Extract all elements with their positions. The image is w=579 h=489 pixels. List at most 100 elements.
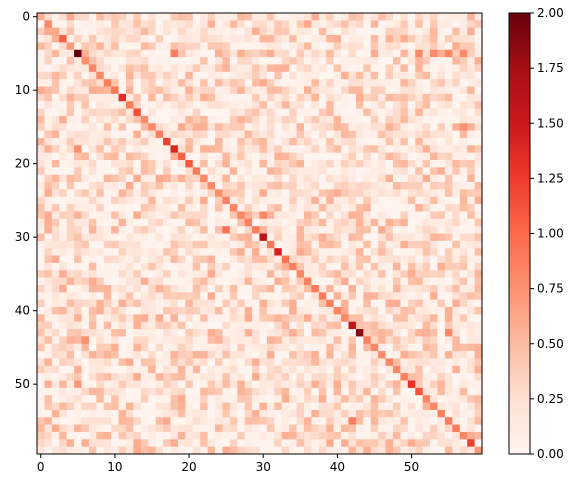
heatmap-cell [103, 101, 112, 109]
heatmap-cell [215, 380, 223, 389]
heatmap-cell [237, 35, 246, 43]
heatmap-cell [44, 431, 53, 440]
heatmap-cell [415, 343, 424, 352]
heatmap-cell [111, 167, 119, 176]
heatmap-cell [229, 248, 238, 256]
heatmap-cell [237, 167, 246, 176]
heatmap-cell [155, 130, 164, 139]
heatmap-cell [207, 365, 216, 374]
heatmap-cell [140, 79, 149, 87]
heatmap-cell [355, 167, 364, 176]
heatmap-cell [133, 277, 142, 286]
heatmap-cell [422, 343, 431, 352]
heatmap-cell [74, 336, 82, 345]
heatmap-cell [96, 93, 105, 102]
heatmap-cell [393, 35, 401, 43]
heatmap-cell [59, 145, 68, 154]
heatmap-cell [163, 86, 171, 95]
heatmap-cell [88, 255, 97, 264]
heatmap-cell [274, 358, 283, 367]
heatmap-cell [296, 233, 305, 242]
heatmap-cell [207, 27, 216, 36]
heatmap-cell [192, 329, 201, 337]
heatmap-cell [177, 307, 186, 315]
heatmap-cell [333, 115, 342, 124]
heatmap-cell [170, 71, 179, 80]
heatmap-cell [289, 57, 297, 65]
heatmap-cell [74, 395, 82, 403]
heatmap-cell [81, 277, 90, 286]
heatmap-cell [66, 182, 75, 190]
heatmap-cell [252, 218, 260, 227]
heatmap-cell [333, 42, 342, 51]
heatmap-cell [37, 395, 45, 403]
heatmap-cell [111, 365, 119, 374]
heatmap-cell [474, 321, 483, 330]
heatmap-cell [215, 204, 223, 212]
heatmap-cell [74, 218, 82, 227]
heatmap-cell [74, 211, 82, 220]
heatmap-cell [452, 307, 461, 315]
heatmap-cell [207, 211, 216, 220]
heatmap-cell [163, 160, 171, 168]
heatmap-cell [140, 93, 149, 102]
heatmap-cell [133, 248, 142, 256]
heatmap-cell [170, 20, 179, 29]
heatmap-cell [192, 86, 201, 95]
heatmap-cell [200, 145, 208, 154]
heatmap-cell [474, 402, 483, 411]
heatmap-cell [378, 160, 386, 168]
heatmap-cell [252, 211, 260, 220]
heatmap-cell [222, 284, 231, 293]
heatmap-cell [407, 336, 416, 345]
heatmap-cell [378, 27, 386, 36]
heatmap-cell [163, 255, 171, 264]
heatmap-cell [452, 35, 461, 43]
heatmap-cell [229, 351, 238, 359]
heatmap-cell [422, 160, 431, 168]
heatmap-cell [467, 255, 475, 264]
heatmap-cell [430, 387, 438, 396]
heatmap-cell [444, 115, 453, 124]
heatmap-cell [415, 93, 424, 102]
heatmap-cell [215, 409, 223, 418]
heatmap-cell [222, 130, 231, 139]
heatmap-cell [296, 365, 305, 374]
heatmap-cell [444, 395, 453, 403]
heatmap-cell [37, 307, 45, 315]
heatmap-cell [185, 182, 194, 190]
heatmap-cell [459, 380, 468, 389]
heatmap-cell [51, 204, 60, 212]
heatmap-cell [252, 27, 260, 36]
heatmap-cell [163, 123, 171, 131]
heatmap-cell [467, 226, 475, 234]
heatmap-cell [437, 387, 446, 396]
heatmap-cell [192, 262, 201, 271]
heatmap-cell [430, 137, 438, 146]
heatmap-cell [44, 20, 53, 29]
heatmap-cell [326, 307, 335, 315]
heatmap-cell [393, 395, 401, 403]
colorbar-tick-label: 0.00 [537, 447, 564, 461]
heatmap-cell [66, 314, 75, 323]
heatmap-cell [126, 86, 134, 95]
heatmap-cell [222, 182, 231, 190]
heatmap-cell [430, 402, 438, 411]
heatmap-cell [289, 123, 297, 131]
heatmap-cell [274, 145, 283, 154]
heatmap-cell [355, 329, 364, 337]
heatmap-cell [259, 196, 268, 205]
heatmap-cell [326, 365, 335, 374]
heatmap-cell [111, 240, 119, 249]
heatmap-cell [400, 86, 409, 95]
heatmap-cell [266, 248, 275, 256]
heatmap-cell [430, 329, 438, 337]
heatmap-cell [393, 255, 401, 264]
heatmap-cell [74, 343, 82, 352]
heatmap-cell [430, 35, 438, 43]
heatmap-cell [459, 284, 468, 293]
heatmap-cell [51, 160, 60, 168]
heatmap-cell [266, 64, 275, 73]
heatmap-cell [192, 218, 201, 227]
heatmap-cell [133, 218, 142, 227]
